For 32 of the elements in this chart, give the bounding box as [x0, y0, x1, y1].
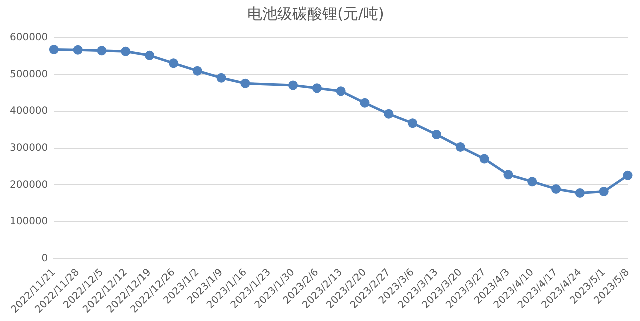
point	[73, 45, 83, 55]
y-tick-label: 0	[42, 253, 48, 264]
point	[432, 130, 442, 140]
y-tick-label: 400000	[10, 106, 48, 118]
point	[288, 80, 298, 90]
point	[623, 170, 633, 180]
point	[97, 46, 107, 56]
point	[145, 50, 155, 60]
point	[168, 58, 178, 68]
point	[456, 142, 466, 152]
y-tick-label: 500000	[10, 69, 48, 80]
point	[192, 66, 202, 76]
point	[528, 177, 538, 187]
point	[575, 188, 585, 198]
point	[336, 86, 346, 96]
y-tick-label: 100000	[10, 216, 48, 228]
point	[121, 46, 131, 56]
point	[384, 109, 394, 119]
point	[552, 184, 562, 194]
y-tick-label: 600000	[10, 32, 48, 44]
point	[49, 45, 59, 55]
point	[408, 118, 418, 128]
point	[360, 98, 370, 108]
chart-title: 电池级碳酸锂(元/吨)	[248, 4, 384, 23]
y-tick-label: 300000	[10, 142, 48, 154]
point	[599, 187, 609, 197]
point	[240, 78, 250, 88]
point	[480, 154, 490, 164]
y-tick-label: 200000	[10, 180, 48, 191]
point	[504, 170, 514, 180]
point	[312, 84, 322, 94]
point	[216, 73, 226, 83]
